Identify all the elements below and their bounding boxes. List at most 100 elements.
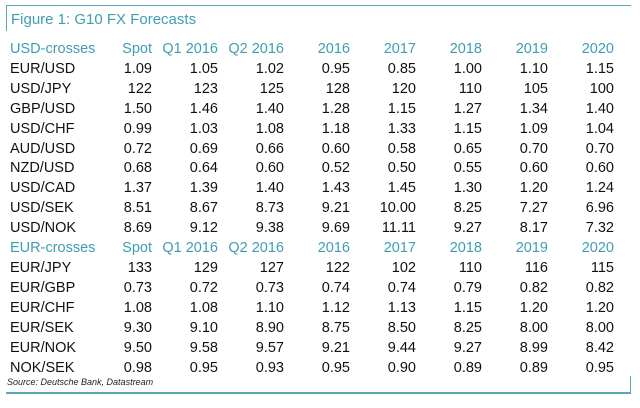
row-label: EUR/NOK (10, 339, 77, 356)
table-row: USD/CHF 0.99 1.03 1.08 1.18 1.33 1.15 1.09 1.04 (10, 120, 614, 140)
figure-title: Figure 1: G10 FX Forecasts (11, 11, 197, 28)
table-cell: 9.69 (321, 220, 350, 237)
table-cell: 0.74 (387, 279, 416, 296)
table-cell: 1.15 (387, 100, 416, 117)
table-cell: Spot (122, 240, 152, 257)
table-cell: 8.75 (321, 319, 350, 336)
table-cell: 0.69 (189, 140, 218, 157)
row-label: USD/JPY (10, 80, 72, 97)
table-cell: 0.89 (519, 359, 548, 376)
table-cell: 1.20 (519, 180, 548, 197)
table-cell: 110 (458, 80, 482, 97)
row-label: USD-crosses (10, 41, 96, 57)
table-cell: 7.27 (519, 200, 548, 217)
table-cell: 1.40 (585, 100, 614, 117)
frame-bottom-border (6, 392, 631, 394)
table-cell: 1.00 (453, 60, 482, 77)
table-row: EUR/GBP 0.73 0.72 0.73 0.74 0.74 0.79 0.82 0.82 (10, 279, 614, 299)
table-row: USD/JPY 122 123 125 128 120 110 105 100 (10, 80, 614, 100)
table-cell: 8.73 (255, 200, 284, 217)
table-cell: 2017 (383, 240, 416, 257)
table-cell: 0.68 (123, 160, 152, 177)
table-cell: 1.02 (255, 60, 284, 77)
table-cell: 115 (590, 259, 614, 276)
table-cell: 7.32 (585, 220, 614, 237)
table-cell: 0.99 (123, 120, 152, 137)
row-label: AUD/USD (10, 140, 76, 157)
section-header-row: USD-crosses Spot Q1 2016 Q2 2016 2016 2017 201… (10, 40, 614, 60)
table-cell: 1.10 (255, 299, 284, 316)
table-cell: 1.45 (387, 180, 416, 197)
table-cell: 8.69 (123, 220, 152, 237)
table-cell: 2019 (515, 240, 548, 257)
table-cell: 8.67 (189, 200, 218, 217)
row-label: EUR-crosses (10, 240, 96, 257)
table-cell: 1.39 (189, 180, 218, 197)
table-cell: 1.15 (453, 299, 482, 316)
table-cell: 0.60 (255, 160, 284, 177)
table-cell: 1.05 (189, 60, 218, 77)
table-row: USD/SEK 8.51 8.67 8.73 9.21 10.00 8.25 7.27 6.96 (10, 199, 614, 219)
table-cell: 125 (259, 80, 284, 97)
table-cell: 0.82 (585, 279, 614, 296)
table-cell: 110 (458, 259, 482, 276)
table-cell: 1.40 (255, 100, 284, 117)
table-cell: 0.90 (387, 359, 416, 376)
table-cell: 8.00 (585, 319, 614, 336)
table-cell: 1.18 (321, 120, 350, 137)
table-row: EUR/USD 1.09 1.05 1.02 0.95 0.85 1.00 1.10 1.15 (10, 60, 614, 80)
table-cell: 6.96 (585, 200, 614, 217)
table-cell: 123 (193, 80, 218, 97)
table-cell: 8.99 (519, 339, 548, 356)
table-cell: 0.65 (453, 140, 482, 157)
table-cell: 2020 (581, 41, 614, 57)
table-cell: 1.09 (123, 60, 152, 77)
table-cell: Q2 2016 (228, 240, 284, 257)
table-cell: 2020 (581, 240, 614, 257)
table-cell: 1.43 (321, 180, 350, 197)
table-cell: 1.37 (123, 180, 152, 197)
table-cell: 0.60 (519, 160, 548, 177)
row-label: GBP/USD (10, 100, 76, 117)
table-cell: 8.25 (453, 319, 482, 336)
row-label: USD/NOK (10, 220, 77, 237)
table-cell: 120 (391, 80, 416, 97)
table-cell: 1.20 (585, 299, 614, 316)
table-cell: 1.34 (519, 100, 548, 117)
frame-left-border (6, 5, 7, 31)
fx-forecast-table: USD-crosses Spot Q1 2016 Q2 2016 2016 2017 201… (10, 40, 614, 378)
table-cell: 0.74 (321, 279, 350, 296)
table-cell: 9.27 (453, 339, 482, 356)
table-cell: 1.04 (585, 120, 614, 137)
table-cell: 0.95 (321, 359, 350, 376)
table-cell: Q1 2016 (162, 240, 218, 257)
table-cell: 0.73 (123, 279, 152, 296)
frame-right-border (630, 376, 631, 394)
table-row: GBP/USD 1.50 1.46 1.40 1.28 1.15 1.27 1.34 1.40 (10, 100, 614, 120)
table-cell: 0.79 (453, 279, 482, 296)
table-cell: 0.72 (123, 140, 152, 157)
table-cell: 1.08 (189, 299, 218, 316)
table-cell: 2018 (449, 240, 482, 257)
table-row: EUR/JPY 133 129 127 122 102 110 116 115 (10, 259, 614, 279)
table-cell: 1.12 (321, 299, 350, 316)
row-label: NZD/USD (10, 160, 75, 177)
row-label: USD/CHF (10, 120, 75, 137)
table-cell: 0.60 (585, 160, 614, 177)
table-cell: 1.27 (453, 100, 482, 117)
frame-top-border (6, 5, 631, 6)
table-cell: 9.10 (189, 319, 218, 336)
table-cell: 105 (523, 80, 548, 97)
table-cell: 0.52 (321, 160, 350, 177)
table-cell: 9.38 (255, 220, 284, 237)
row-label: EUR/GBP (10, 279, 76, 296)
table-cell: 2016 (317, 240, 350, 257)
source-note: Source: Deutsche Bank, Datastream (7, 377, 154, 387)
row-label: EUR/USD (10, 60, 76, 77)
table-cell: 1.28 (321, 100, 350, 117)
table-cell: 1.20 (519, 299, 548, 316)
table-cell: 128 (325, 80, 350, 97)
row-label: EUR/JPY (10, 259, 72, 276)
table-row: NOK/SEK 0.98 0.95 0.93 0.95 0.90 0.89 0.89 0.95 (10, 359, 614, 379)
table-cell: 9.58 (189, 339, 218, 356)
